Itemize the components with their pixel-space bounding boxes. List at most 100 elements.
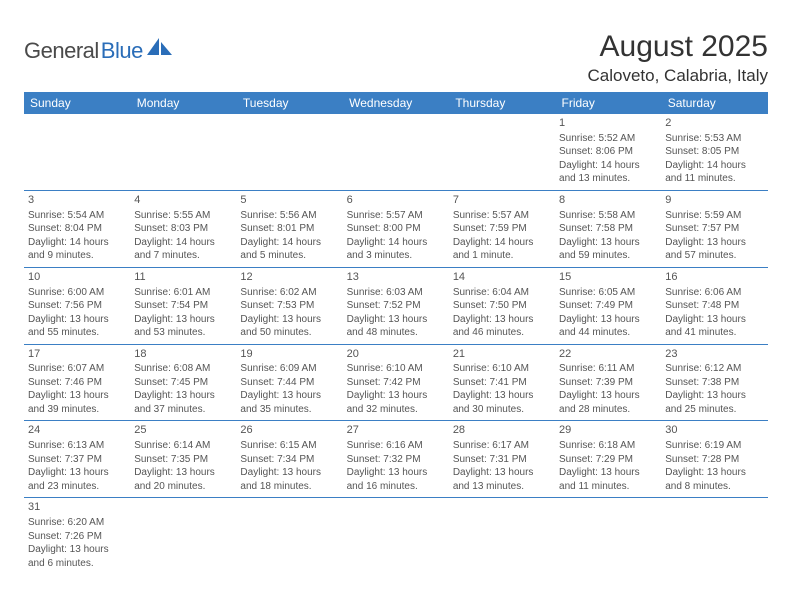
calendar-day-cell: 14Sunrise: 6:04 AMSunset: 7:50 PMDayligh… [449, 267, 555, 344]
calendar-day-cell: 18Sunrise: 6:08 AMSunset: 7:45 PMDayligh… [130, 344, 236, 421]
daylight-text: and 50 minutes. [240, 326, 338, 340]
sunrise-text: Sunrise: 5:59 AM [665, 209, 763, 223]
daylight-text: and 11 minutes. [559, 480, 657, 494]
calendar-empty-cell [130, 498, 236, 574]
daylight-text: Daylight: 13 hours [559, 313, 657, 327]
weekday-header: Tuesday [236, 92, 342, 114]
sunrise-text: Sunrise: 6:04 AM [453, 286, 551, 300]
calendar-empty-cell [343, 498, 449, 574]
day-number: 30 [665, 423, 763, 438]
calendar-empty-cell [661, 498, 767, 574]
sunrise-text: Sunrise: 6:06 AM [665, 286, 763, 300]
day-number: 28 [453, 423, 551, 438]
day-number: 22 [559, 347, 657, 362]
calendar-empty-cell [555, 498, 661, 574]
calendar-week-row: 17Sunrise: 6:07 AMSunset: 7:46 PMDayligh… [24, 344, 768, 421]
daylight-text: and 1 minute. [453, 249, 551, 263]
daylight-text: and 7 minutes. [134, 249, 232, 263]
sunset-text: Sunset: 7:29 PM [559, 453, 657, 467]
daylight-text: and 13 minutes. [559, 172, 657, 186]
calendar-week-row: 24Sunrise: 6:13 AMSunset: 7:37 PMDayligh… [24, 421, 768, 498]
calendar-empty-cell [236, 114, 342, 190]
sunset-text: Sunset: 7:54 PM [134, 299, 232, 313]
weekday-header: Friday [555, 92, 661, 114]
daylight-text: Daylight: 13 hours [347, 389, 445, 403]
day-number: 9 [665, 193, 763, 208]
daylight-text: Daylight: 14 hours [134, 236, 232, 250]
daylight-text: Daylight: 13 hours [665, 236, 763, 250]
daylight-text: and 23 minutes. [28, 480, 126, 494]
calendar-day-cell: 23Sunrise: 6:12 AMSunset: 7:38 PMDayligh… [661, 344, 767, 421]
sunset-text: Sunset: 8:01 PM [240, 222, 338, 236]
sunrise-text: Sunrise: 6:15 AM [240, 439, 338, 453]
daylight-text: and 55 minutes. [28, 326, 126, 340]
daylight-text: Daylight: 13 hours [28, 389, 126, 403]
title-block: August 2025 Caloveto, Calabria, Italy [588, 30, 768, 86]
day-number: 24 [28, 423, 126, 438]
calendar-day-cell: 17Sunrise: 6:07 AMSunset: 7:46 PMDayligh… [24, 344, 130, 421]
day-number: 12 [240, 270, 338, 285]
sunrise-text: Sunrise: 5:53 AM [665, 132, 763, 146]
calendar-day-cell: 26Sunrise: 6:15 AMSunset: 7:34 PMDayligh… [236, 421, 342, 498]
daylight-text: Daylight: 13 hours [665, 466, 763, 480]
calendar-day-cell: 15Sunrise: 6:05 AMSunset: 7:49 PMDayligh… [555, 267, 661, 344]
daylight-text: and 39 minutes. [28, 403, 126, 417]
daylight-text: and 25 minutes. [665, 403, 763, 417]
daylight-text: and 16 minutes. [347, 480, 445, 494]
daylight-text: Daylight: 13 hours [28, 313, 126, 327]
logo-text-blue: Blue [101, 38, 143, 64]
sunset-text: Sunset: 7:58 PM [559, 222, 657, 236]
daylight-text: and 5 minutes. [240, 249, 338, 263]
day-number: 19 [240, 347, 338, 362]
sunrise-text: Sunrise: 6:10 AM [453, 362, 551, 376]
sunrise-text: Sunrise: 6:20 AM [28, 516, 126, 530]
daylight-text: and 13 minutes. [453, 480, 551, 494]
day-number: 27 [347, 423, 445, 438]
daylight-text: and 20 minutes. [134, 480, 232, 494]
daylight-text: Daylight: 13 hours [347, 313, 445, 327]
calendar-table: SundayMondayTuesdayWednesdayThursdayFrid… [24, 92, 768, 574]
sunset-text: Sunset: 7:26 PM [28, 530, 126, 544]
calendar-week-row: 1Sunrise: 5:52 AMSunset: 8:06 PMDaylight… [24, 114, 768, 190]
day-number: 7 [453, 193, 551, 208]
sunset-text: Sunset: 8:03 PM [134, 222, 232, 236]
day-number: 29 [559, 423, 657, 438]
sunset-text: Sunset: 7:57 PM [665, 222, 763, 236]
calendar-day-cell: 7Sunrise: 5:57 AMSunset: 7:59 PMDaylight… [449, 190, 555, 267]
sunset-text: Sunset: 7:48 PM [665, 299, 763, 313]
calendar-day-cell: 27Sunrise: 6:16 AMSunset: 7:32 PMDayligh… [343, 421, 449, 498]
calendar-day-cell: 25Sunrise: 6:14 AMSunset: 7:35 PMDayligh… [130, 421, 236, 498]
sunrise-text: Sunrise: 5:54 AM [28, 209, 126, 223]
month-title: August 2025 [588, 30, 768, 64]
day-number: 26 [240, 423, 338, 438]
daylight-text: Daylight: 13 hours [28, 466, 126, 480]
calendar-day-cell: 20Sunrise: 6:10 AMSunset: 7:42 PMDayligh… [343, 344, 449, 421]
sunset-text: Sunset: 7:38 PM [665, 376, 763, 390]
daylight-text: and 6 minutes. [28, 557, 126, 571]
sunrise-text: Sunrise: 6:16 AM [347, 439, 445, 453]
day-number: 15 [559, 270, 657, 285]
brand-logo: GeneralBlue [24, 30, 173, 65]
daylight-text: and 11 minutes. [665, 172, 763, 186]
day-number: 16 [665, 270, 763, 285]
sunrise-text: Sunrise: 6:03 AM [347, 286, 445, 300]
calendar-day-cell: 12Sunrise: 6:02 AMSunset: 7:53 PMDayligh… [236, 267, 342, 344]
daylight-text: Daylight: 13 hours [134, 389, 232, 403]
calendar-empty-cell [449, 114, 555, 190]
page-header: GeneralBlue August 2025 Caloveto, Calabr… [24, 30, 768, 86]
calendar-day-cell: 4Sunrise: 5:55 AMSunset: 8:03 PMDaylight… [130, 190, 236, 267]
location-text: Caloveto, Calabria, Italy [588, 66, 768, 86]
weekday-header: Thursday [449, 92, 555, 114]
daylight-text: Daylight: 13 hours [240, 466, 338, 480]
day-number: 14 [453, 270, 551, 285]
sunset-text: Sunset: 8:00 PM [347, 222, 445, 236]
sunrise-text: Sunrise: 6:12 AM [665, 362, 763, 376]
sunrise-text: Sunrise: 6:09 AM [240, 362, 338, 376]
daylight-text: Daylight: 13 hours [134, 313, 232, 327]
daylight-text: Daylight: 14 hours [665, 159, 763, 173]
calendar-day-cell: 8Sunrise: 5:58 AMSunset: 7:58 PMDaylight… [555, 190, 661, 267]
sunrise-text: Sunrise: 6:11 AM [559, 362, 657, 376]
calendar-head: SundayMondayTuesdayWednesdayThursdayFrid… [24, 92, 768, 114]
sunset-text: Sunset: 8:04 PM [28, 222, 126, 236]
calendar-week-row: 31Sunrise: 6:20 AMSunset: 7:26 PMDayligh… [24, 498, 768, 574]
